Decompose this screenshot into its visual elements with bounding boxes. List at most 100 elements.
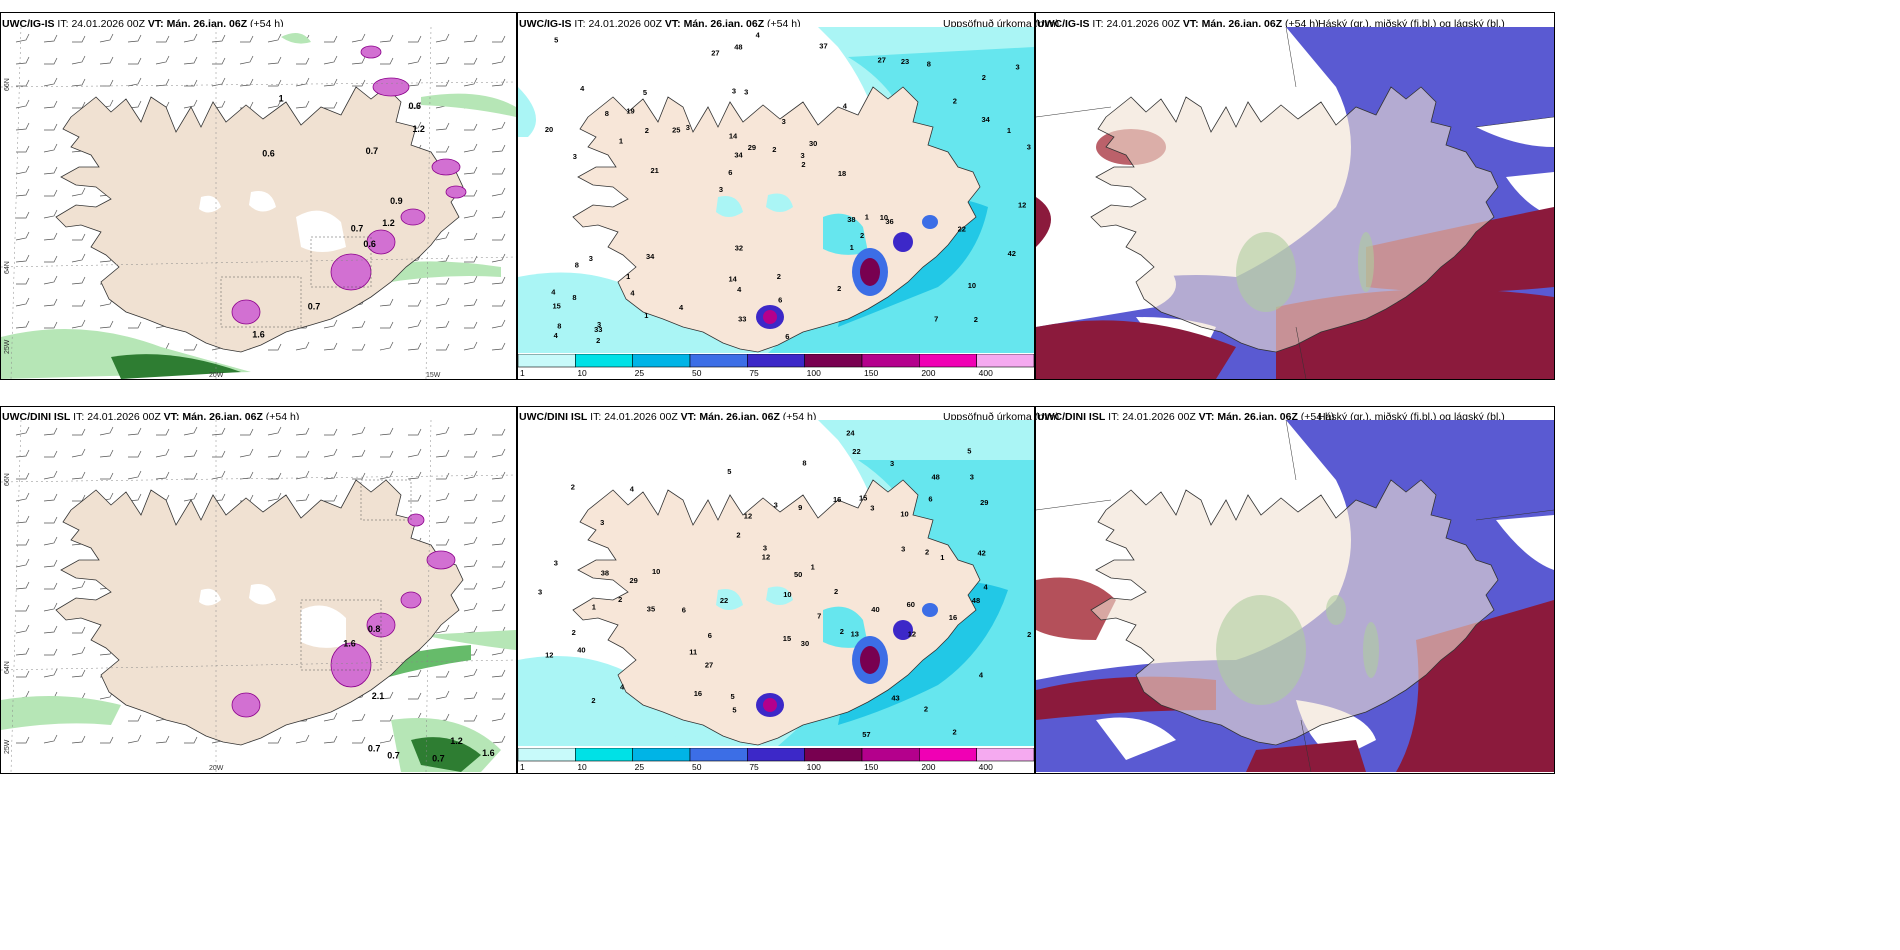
wind-barb [239, 471, 254, 480]
wind-barb [491, 603, 506, 612]
precip-value: 2 [840, 627, 844, 636]
wind-value: 1.6 [252, 330, 265, 340]
colorbar-tick-label: 100 [807, 368, 821, 378]
wind-barb [71, 448, 86, 458]
wind-barb [491, 253, 506, 263]
precip-value: 12 [908, 629, 916, 638]
precip-value: 16 [949, 613, 957, 622]
wind-barb [15, 165, 30, 175]
colorbar-swatch [689, 353, 748, 368]
wind-barb [491, 537, 506, 546]
precip-value: 24 [846, 428, 855, 437]
wind-barb [211, 34, 226, 43]
precip-fill [766, 586, 793, 605]
wind-barb [491, 646, 506, 656]
wind-barb [184, 343, 198, 351]
precip-value: 12 [744, 511, 752, 520]
wind-barb [491, 448, 506, 458]
precip-value: 29 [630, 576, 638, 585]
wind-barb [435, 492, 450, 502]
precip-value: 6 [728, 168, 732, 177]
wind-value: 0.9 [390, 196, 403, 206]
precip-value: 19 [626, 106, 634, 115]
precip-value: 2 [772, 145, 776, 154]
wind-barb [72, 626, 86, 634]
precip-value: 2 [596, 336, 600, 345]
precip-value: 35 [647, 604, 655, 613]
wind-barb [295, 341, 310, 351]
precip-value: 27 [711, 48, 719, 57]
wind-barb [43, 536, 58, 546]
wind-value: 1 [279, 93, 284, 103]
wind-barb [71, 471, 86, 480]
precip-value: 4 [580, 84, 585, 93]
wind-barb [43, 559, 58, 568]
wind-barb [43, 493, 58, 502]
colorbar-swatch [919, 747, 977, 762]
precip-value: 4 [630, 289, 635, 298]
wind-barb [295, 100, 310, 109]
wind-barb [324, 494, 338, 502]
colorbar-tick-label: 10 [577, 368, 587, 378]
wind-barb [351, 56, 366, 65]
wind-barb [15, 320, 30, 329]
lon-label: 25W [4, 739, 11, 754]
colorbar-tick-label: 400 [979, 368, 993, 378]
precip-value: 7 [934, 315, 938, 324]
precip-value: 2 [571, 482, 575, 491]
wind-barb [352, 343, 366, 351]
wind-barb [239, 78, 254, 87]
wind-barb [380, 321, 394, 329]
precip-value: 40 [871, 605, 879, 614]
wind-barb [15, 99, 30, 109]
wind-barb [268, 343, 282, 351]
precip-value: 8 [927, 60, 931, 69]
precip-value: 2 [736, 530, 740, 539]
wind-barb [464, 582, 478, 590]
wind-barb [43, 734, 58, 744]
wind-barb [464, 57, 478, 65]
wind-barb [463, 298, 478, 307]
wind-value: 0.7 [368, 743, 381, 753]
wind-barb [379, 298, 394, 307]
precip-value: 8 [605, 109, 609, 118]
glacier [249, 584, 276, 605]
precip-colorbar: 1 10 25 50 75 100 150 200 400 [517, 747, 1035, 772]
wind-barb [43, 427, 58, 436]
precip-value: 48 [734, 43, 742, 52]
wind-barb [127, 470, 142, 480]
wind-barb [16, 277, 30, 285]
precip-value: 8 [557, 322, 561, 331]
wind-barb [351, 449, 366, 458]
wind-barb [323, 78, 338, 87]
wind-barb [100, 736, 114, 744]
wind-barb [184, 79, 198, 87]
wind-barb [436, 343, 450, 351]
precip-value: 22 [720, 596, 728, 605]
precip-value: 6 [785, 332, 789, 341]
precip-value: 4 [679, 303, 684, 312]
precip-value: 2 [982, 73, 986, 82]
colorbar-tick-label: 25 [635, 368, 645, 378]
wind-barb [435, 56, 450, 65]
precip-value: 1 [850, 243, 854, 252]
precip-value: 3 [774, 501, 778, 510]
precip-value: 3 [890, 459, 894, 468]
precip-value: 2 [974, 315, 978, 324]
wind-barb [99, 449, 114, 458]
wind-barb [99, 56, 114, 65]
precip-value: 33 [738, 314, 746, 323]
wind-barb [407, 78, 422, 87]
precip-value: 16 [694, 689, 702, 698]
wind-barb [15, 297, 30, 307]
precip-value: 60 [907, 600, 915, 609]
precip-value: 8 [802, 459, 806, 468]
graticule [1, 420, 516, 772]
precip-value: 4 [979, 671, 984, 680]
wind-barb [100, 472, 114, 480]
wind-barb [183, 99, 198, 109]
wind-barb [295, 493, 310, 502]
cloud-map-dini [1036, 420, 1554, 772]
wind-barb [463, 602, 478, 612]
precip-value: 30 [809, 139, 817, 148]
